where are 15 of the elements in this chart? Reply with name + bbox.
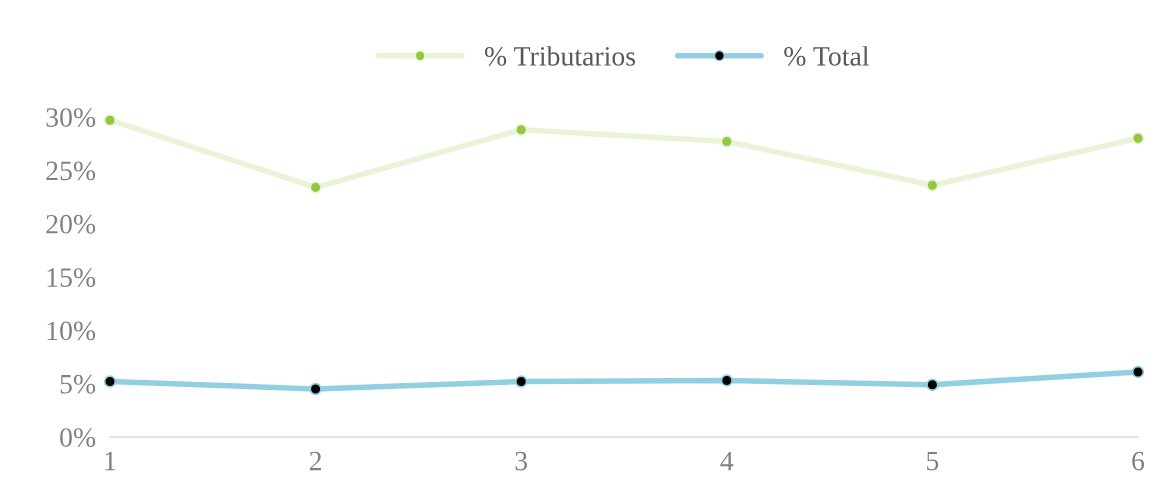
x-tick-label: 5 <box>927 451 939 471</box>
y-tick-label: 15% <box>47 268 96 287</box>
x-tick-label: 2 <box>309 451 322 471</box>
y-tick-label: 20% <box>46 214 96 234</box>
x-tick-label: 6 <box>1132 451 1145 471</box>
y-tick-label: 5% <box>60 374 96 394</box>
y-tick-label: 25% <box>46 161 96 181</box>
y-tick-label: 0% <box>60 428 96 447</box>
x-tick-label: 1 <box>105 451 116 471</box>
legend-label: % Tributarios <box>484 46 636 66</box>
x-tick-label: 4 <box>720 451 734 471</box>
y-tick-label: 30% <box>46 108 96 127</box>
x-tick-label: 3 <box>515 451 528 471</box>
legend-label: % Total <box>784 46 869 66</box>
y-tick-label: 10% <box>47 321 96 341</box>
